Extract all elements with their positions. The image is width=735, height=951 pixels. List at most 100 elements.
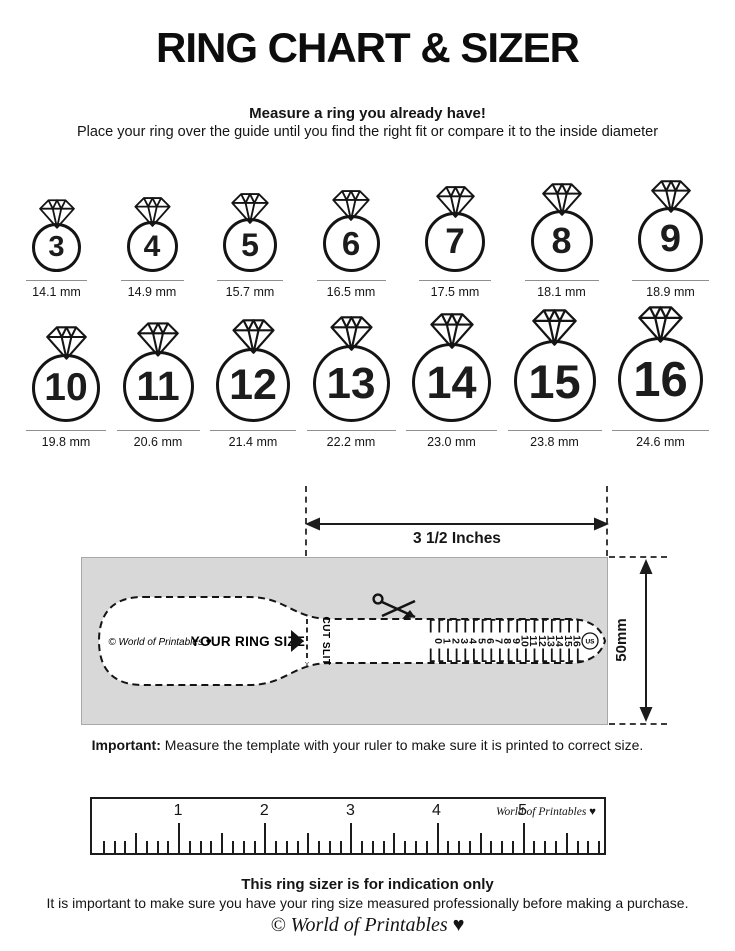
ring-size-item: 13 22.2 mm — [306, 316, 396, 450]
ring-size-number: 11 — [136, 363, 180, 409]
diamond-icon — [329, 316, 373, 351]
ruler-inch-number: 4 — [432, 802, 441, 819]
ring-size-item: 4 14.9 mm — [120, 197, 184, 300]
ruler-inch-number: 1 — [173, 802, 183, 819]
diameter-underline — [507, 430, 602, 431]
size-scale-number: 11 — [527, 635, 539, 646]
ring-size-item: 16 24.6 mm — [612, 306, 709, 450]
ring-size-number: 5 — [241, 226, 259, 263]
ring-diameter-label: 23.8 mm — [530, 435, 579, 449]
ruler-tick — [436, 823, 439, 853]
dashed-guide-top — [609, 556, 667, 558]
footer-heading: This ring sizer is for indication only — [241, 876, 494, 893]
ruler-tick — [210, 840, 213, 853]
size-scale-number: 0 — [432, 638, 444, 644]
size-scale-number: 14 — [553, 635, 565, 647]
intro-instruction: Place your ring over the guide until you… — [76, 124, 659, 140]
size-scale-number: 12 — [536, 635, 548, 647]
ring-diameter-label: 23.0 mm — [427, 435, 476, 449]
ring-circle: 8 — [530, 210, 593, 272]
ruler-tick — [178, 823, 181, 853]
ring-circle: 5 — [223, 218, 277, 272]
important-prefix: Important: — [91, 737, 161, 753]
ring-size-item: 14 23.0 mm — [406, 313, 497, 450]
ring-circle: 6 — [322, 215, 380, 272]
size-scale-number: 3 — [458, 638, 470, 644]
size-scale-number: 16 — [570, 635, 582, 647]
size-scale-number: 7 — [493, 638, 505, 644]
ruler-brand: World of Printables ♥ — [495, 806, 596, 818]
ruler-tick — [232, 840, 234, 853]
width-measure-arrow — [305, 517, 609, 531]
ring-diameter-label: 22.2 mm — [326, 435, 376, 449]
ring-size-number: 4 — [143, 229, 161, 263]
diamond-icon — [650, 180, 691, 213]
ruler-tick — [328, 840, 331, 853]
arrowhead-up — [639, 559, 653, 574]
intro-heading: Measure a ring you already have! — [249, 105, 486, 122]
diameter-underline — [26, 280, 87, 281]
diamond-icon — [231, 193, 269, 224]
ruler-tick — [275, 840, 277, 853]
ruler-tick — [415, 840, 417, 853]
ring-size-item: 12 21.4 mm — [210, 319, 296, 450]
dashed-guide-bottom — [609, 723, 667, 725]
ruler-tick — [544, 840, 547, 853]
us-badge-label: US — [585, 639, 595, 646]
ring-size-item: 7 17.5 mm — [419, 186, 491, 300]
diameter-underline — [419, 280, 491, 281]
ring-size-item: 9 18.9 mm — [632, 180, 709, 300]
ring-size-number: 12 — [229, 360, 277, 409]
diameter-underline — [306, 430, 396, 431]
ruler-tick — [522, 823, 525, 853]
ring-diameter-label: 17.5 mm — [430, 285, 480, 299]
ring-diameter-label: 19.8 mm — [41, 435, 91, 449]
ring-size-number: 7 — [445, 222, 465, 261]
size-scale-number: 8 — [501, 638, 513, 644]
ruler-tick — [318, 840, 321, 853]
ruler-inch-number: 3 — [345, 802, 355, 819]
arrowhead-left — [305, 517, 320, 531]
ruler-tick — [156, 840, 159, 853]
cut-slit-label: CUT SLIT — [320, 617, 331, 666]
ruler-tick — [554, 840, 557, 853]
ruler-tick — [565, 833, 568, 853]
page-title: RING CHART & SIZER — [156, 24, 580, 71]
diamond-icon — [638, 306, 683, 343]
size-scale-number: 10 — [519, 635, 531, 647]
ring-diameter-label: 18.1 mm — [537, 285, 586, 299]
diameter-underline — [210, 430, 296, 431]
diamond-icon — [541, 183, 582, 216]
diamond-icon — [133, 197, 171, 227]
ruler-tick — [339, 840, 342, 853]
ruler-tick — [242, 840, 245, 853]
ring-size-number: 10 — [44, 366, 88, 409]
ruler-tick — [393, 833, 396, 853]
ruler-tick — [264, 823, 267, 853]
ring-size-number: 8 — [551, 220, 572, 261]
us-badge-circle — [581, 632, 599, 650]
diamond-icon — [532, 309, 577, 346]
ring-size-item: 15 23.8 mm — [507, 309, 602, 450]
ruler-tick — [371, 840, 374, 853]
ruler-tick — [285, 840, 288, 853]
ring-sizer-template: x CUT SLIT © World of Printables ♥ YOUR … — [81, 557, 608, 725]
ruler-tick — [458, 840, 460, 853]
ring-diameter-label: 16.5 mm — [326, 285, 376, 299]
ruler-tick — [188, 840, 191, 853]
diamond-icon — [38, 199, 75, 229]
size-scale-ticks — [429, 619, 582, 662]
ring-circle: 15 — [513, 340, 596, 422]
size-scale-number: 13 — [544, 635, 556, 647]
size-scale-number: 5 — [475, 638, 487, 644]
ring-circle: 11 — [122, 351, 194, 422]
ruler-inch-number: 5 — [518, 802, 528, 819]
ruler-tick — [511, 840, 514, 853]
ruler-tick — [113, 840, 116, 853]
ring-sizes-row-1: 3 14.1 mm 4 14.9 mm 5 15.7 mm 6 16.5 mm 7 17.5 mm… — [26, 178, 709, 300]
ring-sizes-row-2: 10 19.8 mm 11 20.6 mm 12 21.4 mm 13 22.2 mm 14 23… — [26, 306, 709, 450]
height-measure-arrow — [639, 559, 653, 722]
ruler-tick — [490, 840, 493, 853]
ring-size-item: 6 16.5 mm — [316, 190, 386, 300]
